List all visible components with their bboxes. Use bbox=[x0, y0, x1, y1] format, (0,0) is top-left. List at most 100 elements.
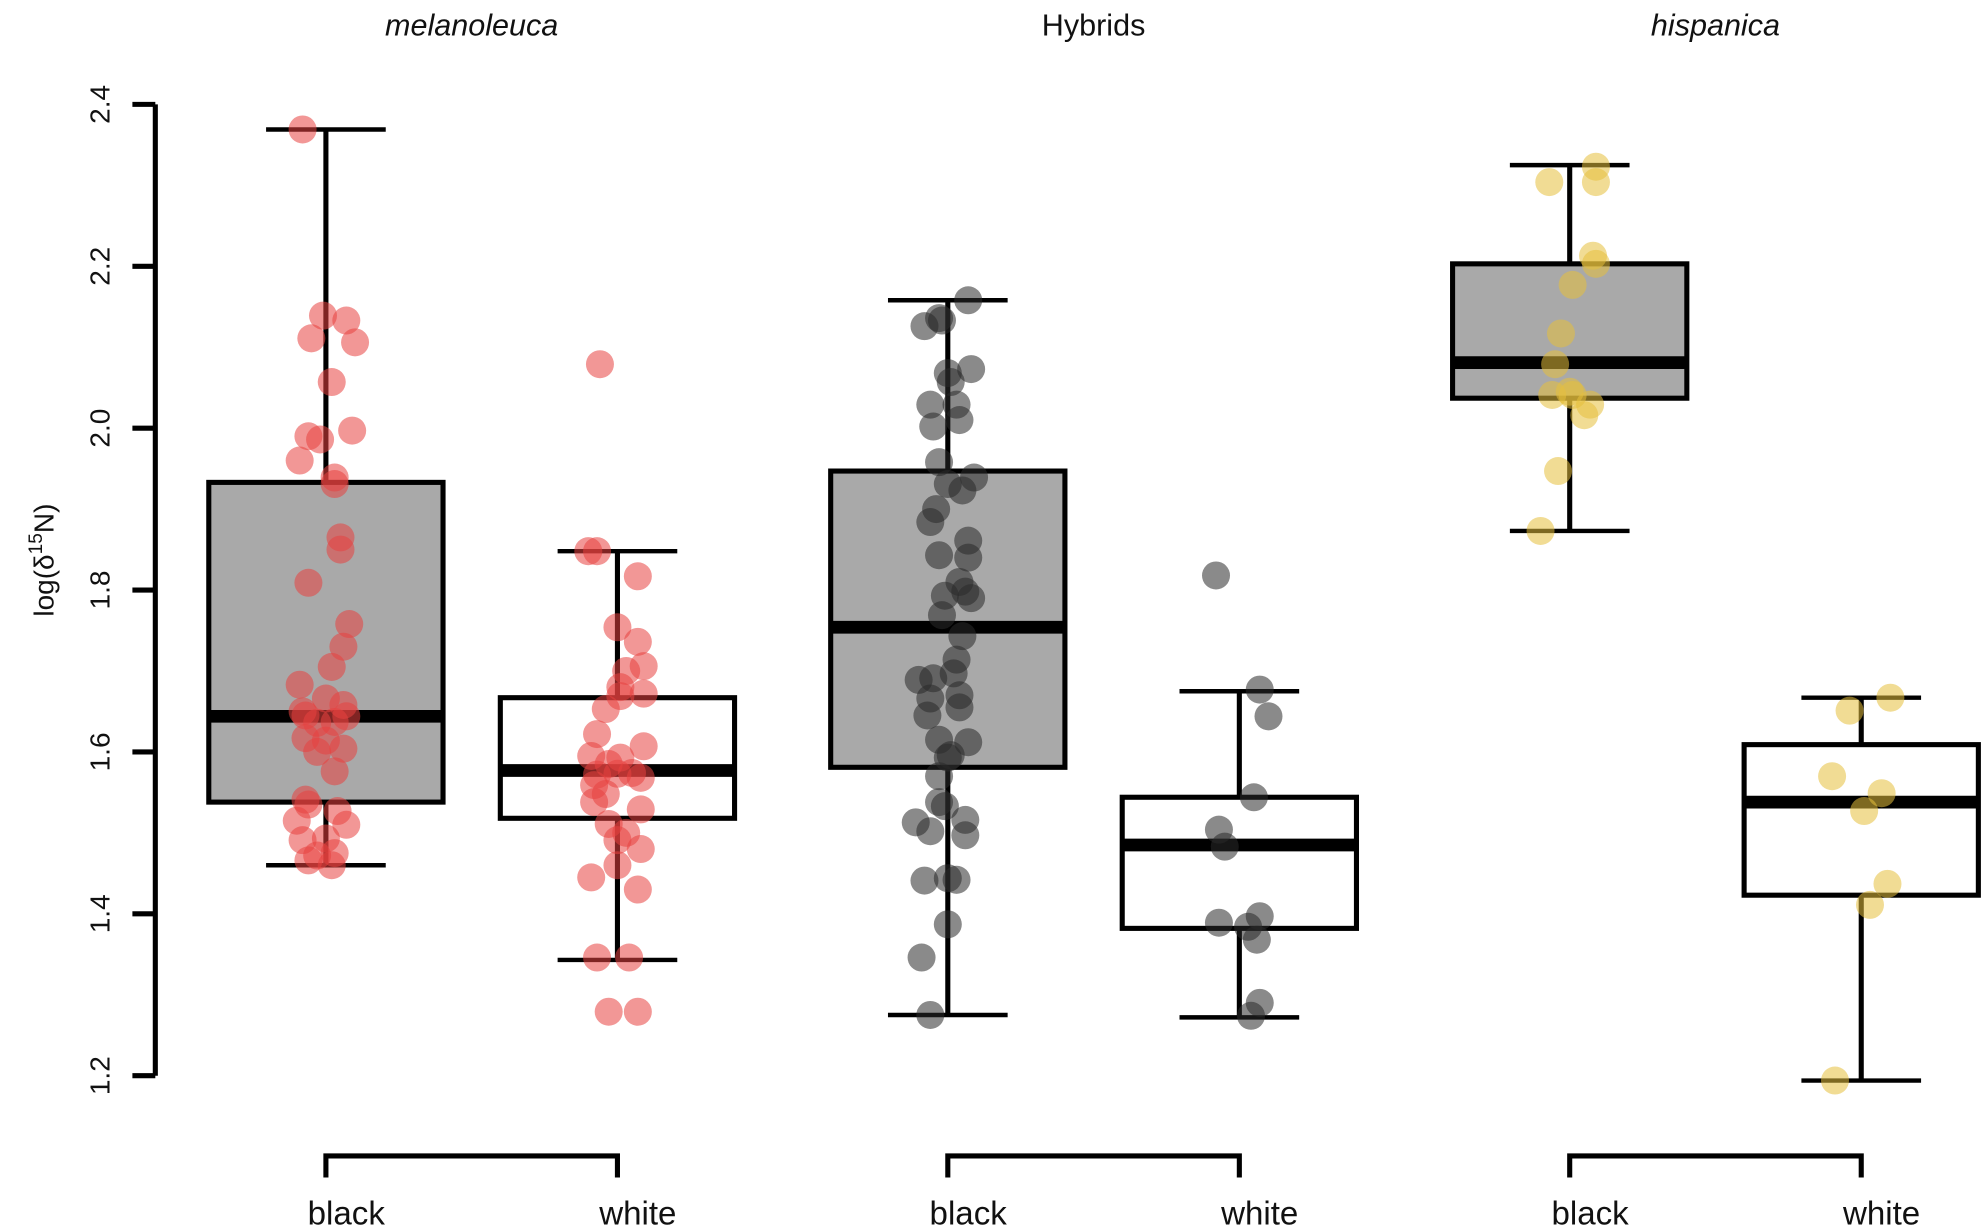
group-bracket bbox=[945, 1153, 1242, 1178]
group-hispanica: hispanica black white bbox=[1450, 9, 1981, 1231]
data-point bbox=[329, 632, 358, 661]
data-point bbox=[603, 851, 632, 880]
box-hybrids-black: black bbox=[828, 286, 1068, 1231]
group-title: Hybrids bbox=[1042, 9, 1146, 43]
category-label: white bbox=[1842, 1196, 1920, 1231]
data-point bbox=[916, 817, 945, 846]
data-point bbox=[623, 875, 652, 904]
data-point bbox=[332, 702, 361, 731]
data-point bbox=[320, 757, 349, 786]
data-point bbox=[326, 535, 355, 564]
box-hispanica-black: black bbox=[1450, 152, 1690, 1231]
category-label: black bbox=[308, 1196, 386, 1231]
data-point bbox=[907, 943, 936, 972]
data-point bbox=[954, 543, 983, 572]
data-point bbox=[942, 865, 971, 894]
group-bracket bbox=[1567, 1153, 1864, 1178]
y-tick-label: 2.4 bbox=[84, 85, 115, 124]
data-point bbox=[583, 537, 612, 566]
data-point bbox=[1876, 683, 1905, 712]
data-point bbox=[927, 601, 956, 630]
box-hybrids-white: white bbox=[1119, 561, 1360, 1231]
data-point bbox=[1535, 168, 1564, 197]
data-point bbox=[1867, 779, 1896, 808]
data-point bbox=[1254, 702, 1283, 731]
data-point bbox=[317, 368, 346, 397]
data-point bbox=[1581, 168, 1610, 197]
data-point bbox=[910, 866, 939, 895]
y-axis: 1.2 1.4 1.6 1.8 2.0 2.2 2.4 bbox=[84, 85, 158, 1095]
data-point bbox=[308, 301, 337, 330]
data-point bbox=[329, 734, 358, 763]
data-point bbox=[285, 446, 314, 475]
data-point bbox=[1558, 270, 1587, 299]
box-melanoleuca-white: white bbox=[497, 350, 738, 1231]
group-melanoleuca: melanoleuca black white bbox=[206, 9, 738, 1231]
data-point bbox=[945, 693, 974, 722]
data-point bbox=[948, 622, 977, 651]
data-point bbox=[338, 416, 367, 445]
data-point bbox=[623, 627, 652, 656]
data-point bbox=[945, 406, 974, 435]
data-point bbox=[294, 846, 323, 875]
y-tick-label: 2.2 bbox=[84, 247, 115, 286]
data-point bbox=[335, 610, 364, 639]
data-point bbox=[603, 613, 632, 642]
data-point bbox=[916, 390, 945, 419]
y-tick-label: 1.2 bbox=[84, 1056, 115, 1095]
y-axis-label: log(δ15N) bbox=[26, 504, 59, 617]
data-point bbox=[916, 1000, 945, 1029]
data-point bbox=[623, 562, 652, 591]
data-point bbox=[919, 412, 948, 441]
data-point bbox=[623, 997, 652, 1026]
y-tick-label: 2.0 bbox=[84, 409, 115, 448]
data-point bbox=[951, 577, 980, 606]
y-label-superscript: 15 bbox=[26, 533, 47, 554]
data-point bbox=[925, 762, 954, 791]
data-point bbox=[1581, 249, 1610, 278]
y-tick-label: 1.4 bbox=[84, 894, 115, 933]
data-point bbox=[317, 851, 346, 880]
data-point bbox=[629, 679, 658, 708]
data-point bbox=[580, 788, 609, 817]
data-point bbox=[332, 810, 361, 839]
data-point bbox=[1526, 516, 1555, 545]
y-tick-label: 1.8 bbox=[84, 571, 115, 610]
box-melanoleuca-black: black bbox=[206, 115, 446, 1231]
data-point bbox=[306, 425, 335, 454]
data-point bbox=[1544, 457, 1573, 486]
data-point bbox=[626, 835, 655, 864]
data-point bbox=[583, 943, 612, 972]
data-point bbox=[591, 695, 620, 724]
data-point bbox=[936, 368, 965, 397]
data-point bbox=[285, 670, 314, 699]
data-point bbox=[951, 821, 980, 850]
data-point bbox=[603, 826, 632, 855]
data-point bbox=[303, 737, 332, 766]
category-label: white bbox=[1220, 1196, 1298, 1231]
data-point bbox=[585, 350, 614, 379]
group-hybrids: Hybrids black white bbox=[828, 9, 1360, 1231]
box-hispanica-white: white bbox=[1741, 683, 1981, 1231]
data-point bbox=[1236, 1001, 1266, 1030]
data-point bbox=[1245, 675, 1274, 704]
data-point bbox=[577, 863, 606, 892]
box-iqr bbox=[1119, 794, 1360, 931]
data-point bbox=[948, 476, 977, 505]
data-point bbox=[594, 997, 623, 1026]
data-point bbox=[1820, 1066, 1850, 1095]
data-point bbox=[933, 910, 962, 939]
data-point bbox=[297, 324, 326, 353]
data-point bbox=[925, 448, 954, 477]
data-point bbox=[626, 763, 655, 792]
data-point bbox=[913, 701, 942, 730]
group-title: melanoleuca bbox=[385, 9, 558, 43]
data-point bbox=[916, 508, 945, 537]
data-point bbox=[294, 568, 323, 597]
y-label-prefix: log(δ bbox=[28, 554, 59, 616]
data-point bbox=[583, 720, 612, 749]
data-point bbox=[1210, 832, 1239, 861]
data-point bbox=[957, 355, 986, 384]
group-bracket bbox=[323, 1153, 620, 1178]
data-point bbox=[1242, 925, 1271, 954]
